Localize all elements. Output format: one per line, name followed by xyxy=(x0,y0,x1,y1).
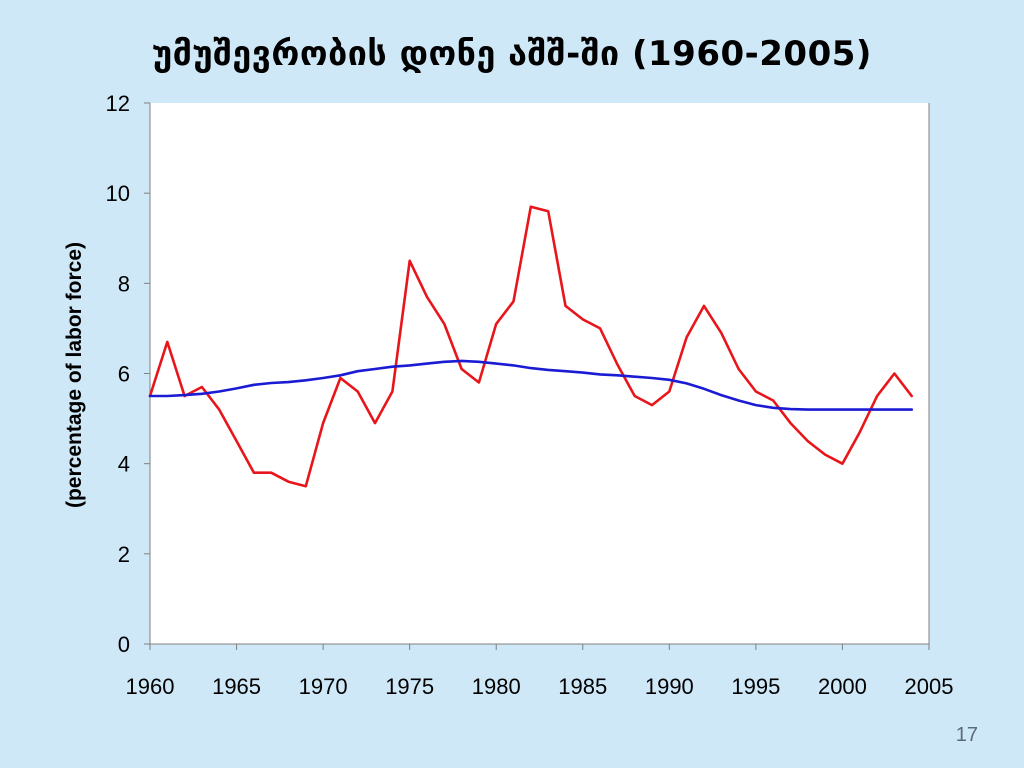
y-tick-label: 12 xyxy=(106,91,130,116)
y-tick-label: 10 xyxy=(106,181,130,206)
y-tick-label: 6 xyxy=(118,362,130,387)
x-tick-label: 1995 xyxy=(731,674,780,699)
x-tick-label: 1975 xyxy=(385,674,434,699)
x-tick-label: 2000 xyxy=(818,674,867,699)
series-layer xyxy=(148,205,914,488)
x-tick-label: 1970 xyxy=(299,674,348,699)
series-line-trend xyxy=(148,359,914,411)
x-tick-label: 1960 xyxy=(126,674,175,699)
plot-area xyxy=(150,103,929,644)
x-tick-label: 1980 xyxy=(472,674,521,699)
y-tick-label: 4 xyxy=(118,452,130,477)
x-tick-label: 1990 xyxy=(645,674,694,699)
y-tick-label: 0 xyxy=(118,632,130,657)
slide-title: უმუშევრობის დონე აშშ-ში (1960-2005) xyxy=(152,34,872,74)
x-tick-label: 1985 xyxy=(558,674,607,699)
y-tick-labels: 0 2 4 6 8 10 12 xyxy=(106,91,130,657)
x-tick-labels: 1960 1965 1970 1975 1980 1985 1990 1995 2000 2005 xyxy=(126,674,954,699)
axes xyxy=(144,102,930,650)
y-axis-title: (percentage of labor force) xyxy=(63,242,86,508)
y-tick-label: 8 xyxy=(118,271,130,296)
x-tick-label: 1965 xyxy=(212,674,261,699)
y-tick-label: 2 xyxy=(118,542,130,567)
series-line-actual xyxy=(148,205,914,488)
x-tick-label: 2005 xyxy=(905,674,954,699)
page-number: 17 xyxy=(955,724,978,746)
